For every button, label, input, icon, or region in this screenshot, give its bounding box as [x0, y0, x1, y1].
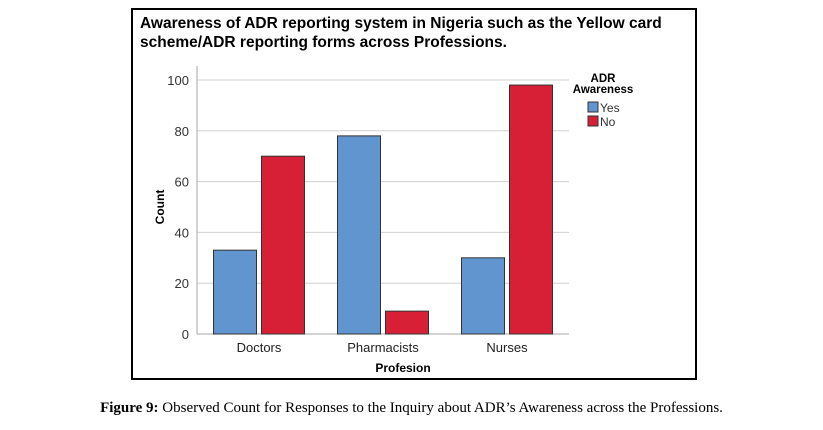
legend-label-yes: Yes: [600, 101, 620, 115]
bar-yes-pharmacists: [337, 135, 381, 335]
chart-title: Awareness of ADR reporting system in Nig…: [140, 15, 662, 51]
x-tick-label: Pharmacists: [347, 340, 419, 355]
y-tick-label: 20: [175, 276, 189, 291]
legend-title-line2: Awareness: [573, 84, 634, 96]
legend-label-no: No: [600, 115, 616, 129]
legend-title-line1: ADR: [591, 73, 617, 85]
figure-caption: Figure 9: Observed Count for Responses t…: [0, 400, 823, 417]
y-tick-label: 60: [175, 175, 189, 190]
y-tick-label: 100: [167, 73, 189, 88]
y-tick-label: 80: [175, 124, 189, 139]
bar-no-doctors: [261, 155, 305, 335]
legend-swatch-no: [587, 115, 599, 127]
bar-no-pharmacists: [385, 310, 429, 335]
y-tick-label: 0: [182, 327, 189, 342]
caption-text: Observed Count for Responses to the Inqu…: [158, 400, 723, 416]
bar-no-nurses: [509, 84, 553, 335]
x-axis-label: Profesion: [375, 361, 430, 375]
y-tick-label: 40: [175, 225, 189, 240]
y-axis-label: Count: [153, 190, 167, 225]
bar-yes-nurses: [461, 257, 505, 335]
x-tick-label: Nurses: [486, 340, 528, 355]
x-tick-label: Doctors: [237, 340, 282, 355]
caption-label: Figure 9:: [100, 400, 159, 416]
bar-yes-doctors: [213, 249, 257, 335]
legend-swatch-yes: [587, 101, 599, 113]
